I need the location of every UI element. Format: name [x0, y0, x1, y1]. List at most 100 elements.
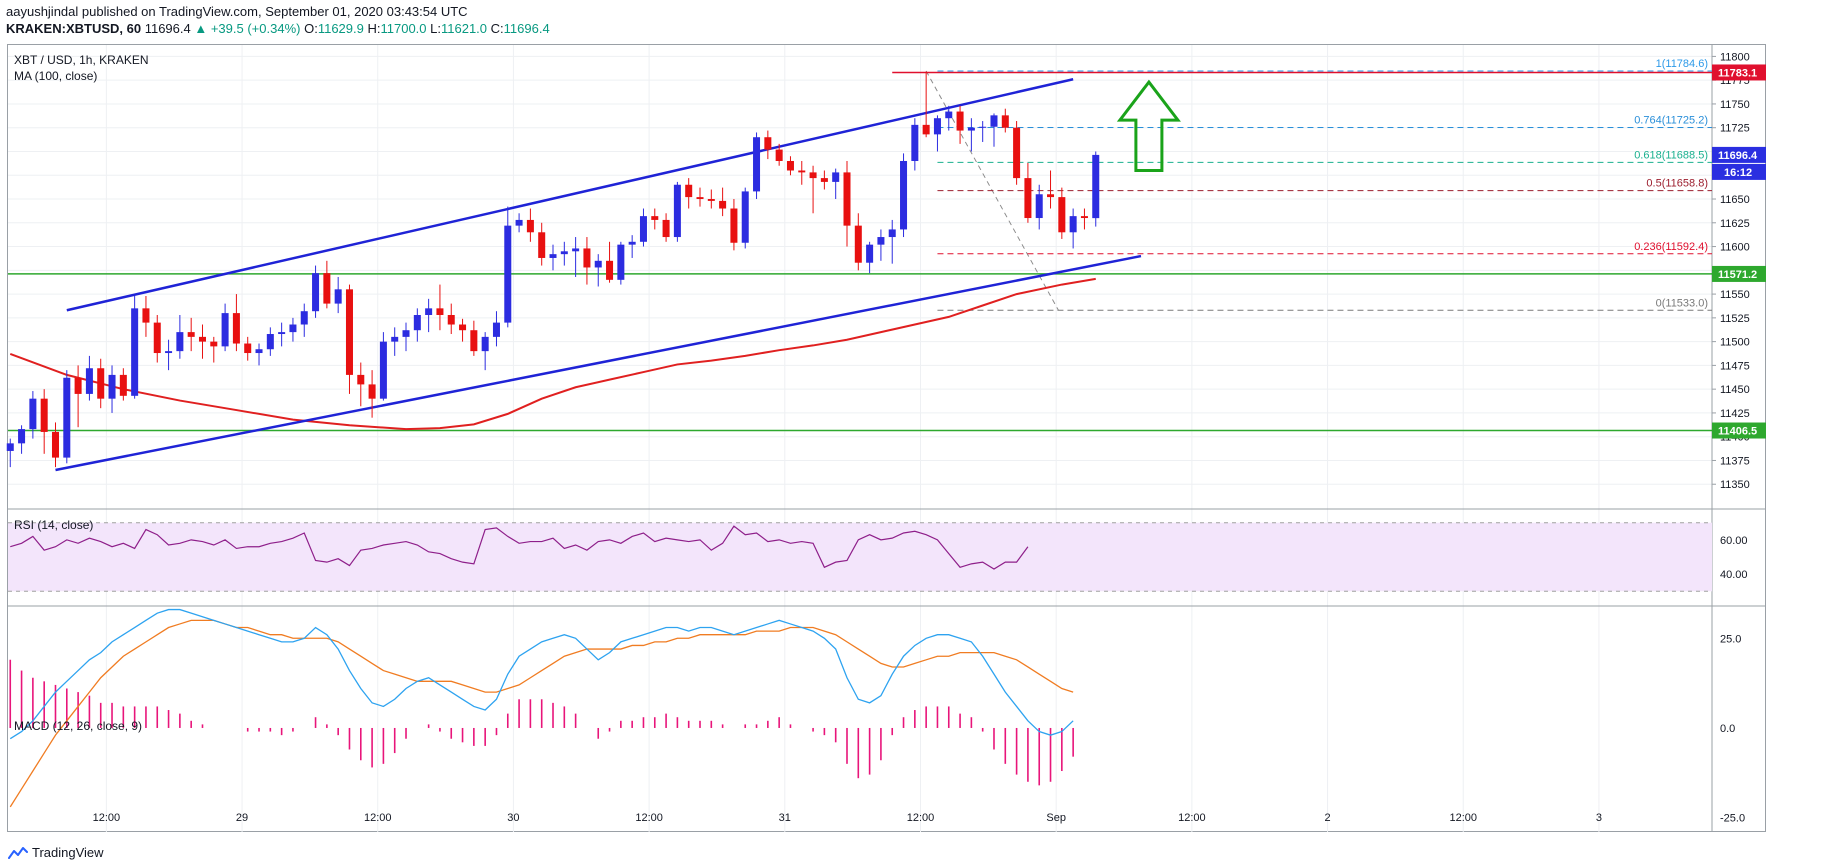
candle-body-73 — [832, 172, 840, 182]
time-tick-label-12:00-8.5: 12:00 — [93, 812, 121, 824]
candle-body-64 — [730, 208, 738, 243]
rsi-legend-label: RSI (14, close) — [14, 518, 93, 532]
candle-body-26 — [300, 311, 308, 325]
last-price-badge-bg — [1712, 146, 1766, 163]
candle-body-48 — [549, 254, 557, 258]
candle-body-5 — [63, 377, 71, 458]
candle-body-88 — [1001, 115, 1009, 128]
countdown-badge-bg — [1712, 163, 1766, 180]
candle-body-1 — [18, 429, 26, 444]
symbol-quote-line: KRAKEN:XBTUSD, 60 11696.4 ▲ +39.5 (+0.34… — [6, 21, 550, 36]
price-tick-label-11650: 11650 — [1720, 194, 1750, 206]
last-price: 11696.4 — [144, 21, 191, 36]
candle-body-63 — [719, 200, 727, 209]
time-tick-label-2-116.5: 2 — [1324, 812, 1330, 824]
candle-body-95 — [1080, 216, 1088, 219]
candle-body-38 — [436, 308, 444, 316]
time-tick-label-12:00-56.5: 12:00 — [635, 812, 663, 824]
publisher-line: aayushjindal published on TradingView.co… — [6, 4, 468, 19]
candle-body-14 — [165, 351, 173, 354]
price-change: ▲ +39.5 (+0.34%) — [194, 21, 301, 36]
price-tick-label-11750: 11750 — [1720, 99, 1750, 111]
macd-line — [9, 608, 1074, 740]
resistance-price-badge-bg — [1712, 64, 1766, 81]
support-price-badge-11406.5-bg — [1712, 422, 1766, 439]
macd-tick-label--25: -25.0 — [1720, 813, 1745, 825]
high-label: H: — [367, 21, 381, 36]
candle-body-69 — [786, 160, 794, 171]
ma-100-line — [9, 277, 1096, 431]
candle-body-13 — [153, 322, 161, 354]
tradingview-footer[interactable]: TradingView — [8, 845, 104, 860]
candle-body-44 — [504, 225, 512, 323]
price-tick-label-11500: 11500 — [1720, 337, 1750, 349]
candle-body-21 — [244, 343, 252, 354]
candle-body-56 — [639, 216, 647, 242]
candle-body-71 — [809, 172, 817, 179]
rsi-band-fill — [8, 522, 1712, 592]
rsi-tick-label-60: 60.00 — [1720, 535, 1748, 547]
time-tick-label-12:00-128.5: 12:00 — [1449, 812, 1477, 824]
candle-body-74 — [843, 172, 851, 226]
rsi-line — [10, 525, 1029, 570]
price-tick-label-11550: 11550 — [1720, 289, 1750, 301]
time-tick-label-3-140.5: 3 — [1596, 812, 1602, 824]
candle-body-39 — [447, 315, 455, 325]
candle-body-12 — [142, 308, 150, 323]
candle-body-8 — [97, 368, 105, 399]
candle-body-10 — [119, 374, 127, 396]
time-tick-label-12:00-32.5: 12:00 — [364, 812, 392, 824]
candle-body-6 — [74, 377, 82, 394]
candle-body-89 — [1013, 127, 1021, 179]
time-tick-label-30-44.5: 30 — [507, 812, 519, 824]
fib-label-1: 1(11784.6) — [1656, 58, 1708, 70]
time-tick-label-29-20.5: 29 — [236, 812, 248, 824]
tradingview-logo-icon — [8, 846, 28, 859]
candle-body-43 — [492, 322, 500, 337]
candle-body-67 — [764, 137, 772, 150]
candle-body-59 — [673, 184, 681, 238]
candle-body-25 — [289, 324, 297, 333]
candle-body-17 — [198, 336, 206, 342]
chart-title: XBT / USD, 1h, KRAKEN — [14, 53, 149, 67]
price-tick-label-11475: 11475 — [1720, 360, 1750, 372]
candle-body-79 — [900, 160, 908, 230]
open-label: O: — [304, 21, 318, 36]
candle-body-16 — [187, 332, 195, 337]
channel-lower-line — [55, 254, 1142, 472]
fib-label-0.236: 0.236(11592.4) — [1634, 241, 1708, 253]
last-price-badge: 11696.4 — [1718, 150, 1758, 162]
candle-body-20 — [232, 313, 240, 344]
countdown-badge: 16:12 — [1724, 167, 1752, 179]
macd-tick-label-25: 25.0 — [1720, 633, 1741, 645]
time-tick-label-12:00-80.5: 12:00 — [907, 812, 935, 824]
candle-body-90 — [1024, 178, 1032, 219]
candle-body-53 — [606, 260, 614, 280]
close-value: 11696.4 — [503, 21, 550, 36]
close-label: C: — [490, 21, 504, 36]
candle-body-19 — [221, 313, 229, 347]
tradingview-brand: TradingView — [32, 845, 104, 860]
time-tick-label-12:00-104.5: 12:00 — [1178, 812, 1206, 824]
candle-body-52 — [594, 260, 602, 268]
candle-body-84 — [956, 111, 964, 131]
ma-legend-label: MA (100, close) — [14, 69, 97, 83]
price-tick-label-11375: 11375 — [1720, 455, 1750, 467]
price-tick-label-11525: 11525 — [1720, 313, 1750, 325]
candle-body-66 — [753, 137, 761, 192]
fib-label-0.5: 0.5(11658.8) — [1646, 178, 1708, 190]
candle-body-27 — [312, 273, 320, 312]
candle-body-72 — [820, 178, 828, 182]
candle-body-2 — [29, 398, 37, 430]
candle-body-58 — [662, 219, 670, 238]
candle-body-40 — [459, 324, 467, 331]
fib-label-0.618: 0.618(11688.5) — [1634, 149, 1708, 161]
candle-body-82 — [933, 118, 941, 135]
candle-body-83 — [945, 111, 953, 119]
candle-body-85 — [967, 127, 975, 131]
price-tick-label-11800: 11800 — [1720, 51, 1750, 63]
candle-body-23 — [266, 334, 274, 350]
candle-body-60 — [685, 184, 693, 198]
candle-body-18 — [210, 341, 218, 347]
